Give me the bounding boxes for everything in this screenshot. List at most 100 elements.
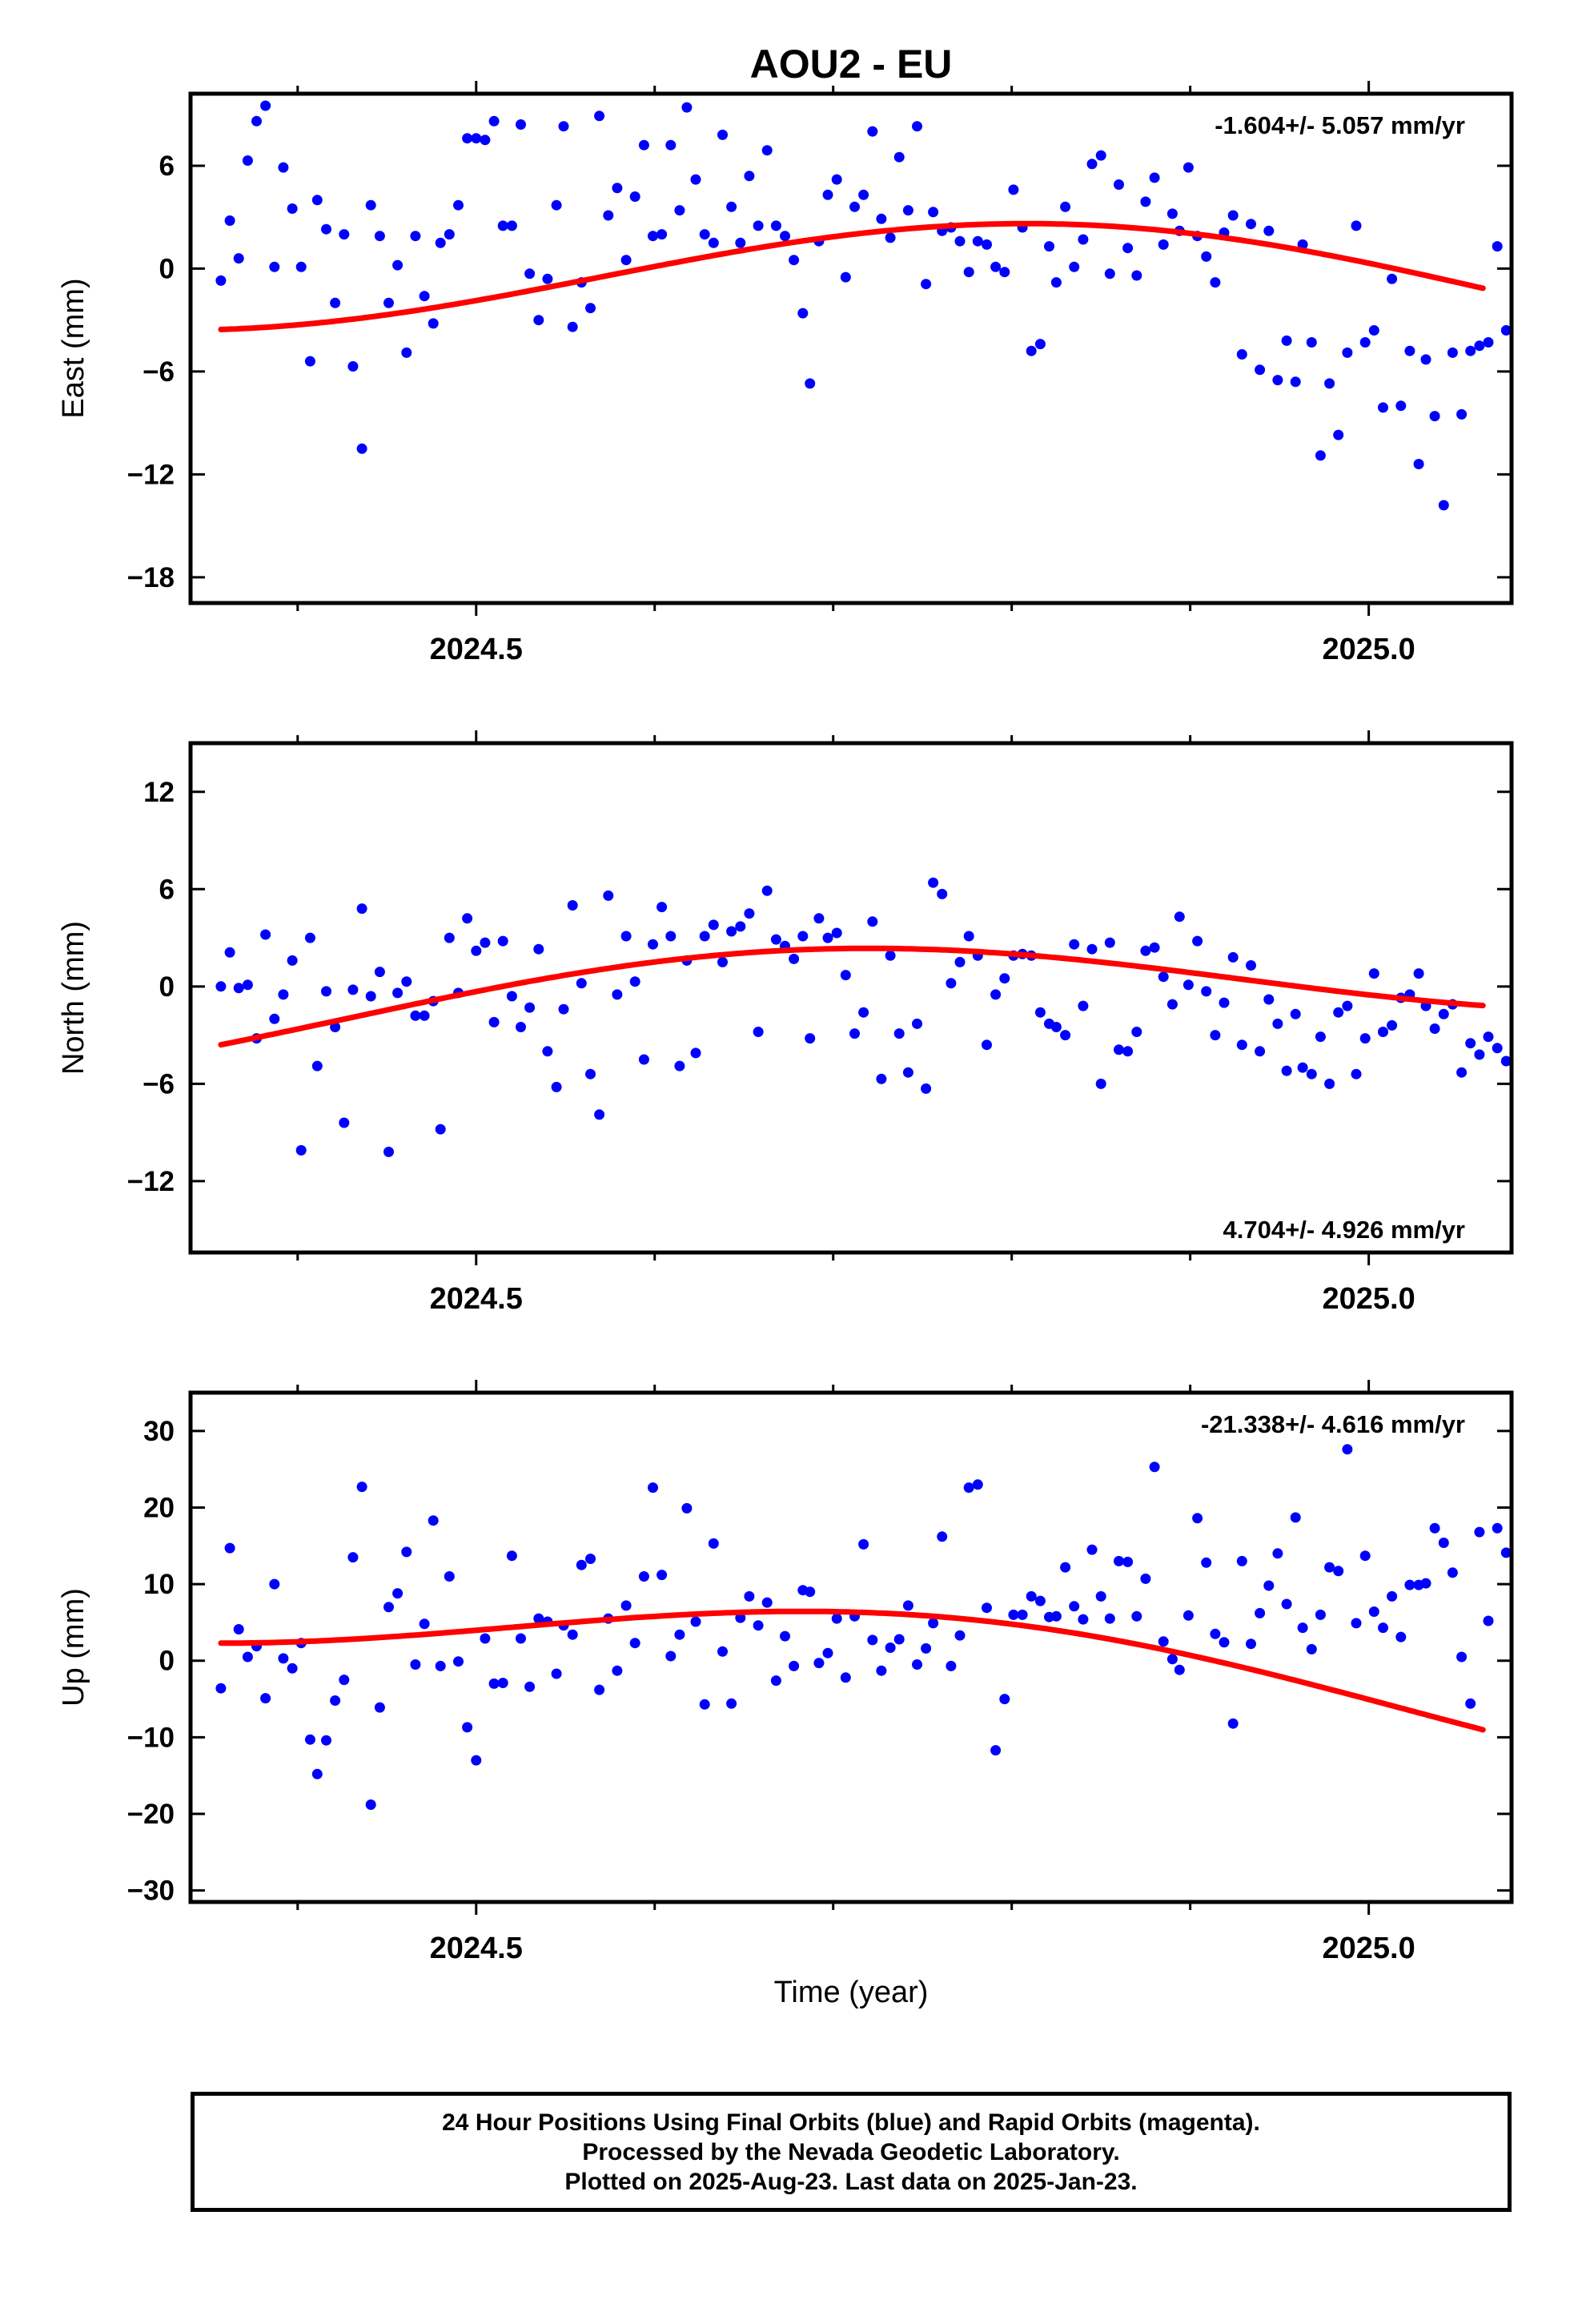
north-data-point [753,1027,764,1037]
up-data-point [1255,1607,1266,1618]
north-data-point [813,913,825,924]
north-data-point [347,984,359,995]
north-data-point [1413,968,1424,979]
north-data-point [383,1146,394,1157]
up-data-point [462,1722,473,1733]
up-data-point [726,1698,737,1709]
north-data-point [558,1003,569,1015]
up-ytick-label: 10 [143,1569,175,1600]
up-xtick-label: 2024.5 [430,1932,523,1965]
up-data-point [708,1538,719,1549]
east-ytick-label: −12 [127,459,175,490]
up-data-point [304,1734,315,1745]
up-data-point [1182,1610,1194,1621]
north-data-point [287,955,298,966]
up-data-point [744,1590,755,1602]
up-data-point [1210,1628,1221,1639]
up-ytick-label: 20 [143,1492,175,1523]
north-data-point [269,1013,280,1024]
up-data-point [761,1597,773,1608]
north-data-point [1219,997,1230,1008]
up-data-point [480,1633,491,1644]
north-data-point [462,913,473,924]
east-data-point [972,235,983,247]
north-data-point [717,956,728,967]
north-data-point [471,945,482,956]
east-data-point [699,229,710,240]
up-data-point [753,1620,764,1631]
footer-line-2: Processed by the Nevada Geodetic Laborat… [582,2138,1120,2165]
north-data-point [1429,1023,1440,1034]
north-data-point [1519,1027,1529,1037]
up-data-point [822,1647,833,1659]
north-data-point [551,1081,562,1092]
north-ytick-label: 6 [159,874,175,905]
up-data-point [567,1629,578,1640]
east-data-point [1553,284,1564,295]
up-data-point [1246,1638,1256,1650]
up-data-point [770,1675,781,1687]
up-data-point [629,1638,640,1649]
north-data-point [1562,1047,1572,1058]
east-data-point [982,239,992,250]
up-data-point [435,1660,446,1671]
east-data-point [347,361,359,372]
up-data-point [311,1768,323,1779]
east-data-point [1078,234,1089,245]
north-data-point [295,1144,307,1156]
up-data-point [321,1735,331,1746]
north-data-point [497,935,508,947]
north-data-point [365,991,376,1002]
east-data-point [1492,241,1503,252]
up-data-point [1544,1563,1554,1574]
up-data-point [428,1515,439,1526]
east-ylabel: East (mm) [57,278,90,418]
up-data-point [1174,1664,1185,1675]
up-data-point [638,1571,649,1582]
east-data-point [674,205,685,216]
east-data-point [858,189,869,200]
up-data-point [990,1745,1002,1756]
up-data-point [516,1633,526,1644]
east-data-point [585,303,596,314]
up-data-point [1149,1462,1160,1473]
up-data-point [1008,1609,1019,1620]
east-data-point [1342,347,1353,358]
north-data-point [576,978,587,989]
north-data-point [585,1068,596,1080]
north-data-point [1544,1047,1554,1058]
north-data-point [1465,1038,1476,1049]
north-ytick-label: −6 [143,1068,175,1100]
up-data-point [1447,1567,1458,1578]
north-plot-frame [188,741,1514,1255]
east-data-point [1060,201,1071,212]
east-ytick-label: 6 [159,151,175,182]
up-data-point [1368,1606,1379,1617]
north-data-point [648,939,658,950]
up-ytick-label: −10 [127,1722,175,1753]
up-data-point [594,1684,605,1695]
north-data-point [1324,1078,1335,1089]
north-ytick-label: 12 [143,777,175,808]
up-data-point [1333,1566,1344,1577]
north-data-point [567,900,578,911]
east-data-point [1465,345,1476,356]
up-data-point [287,1663,298,1674]
east-data-point [594,111,605,122]
north-data-point [1333,1007,1344,1018]
east-panel: 6 0 −6 −12 −18 2024.5 2025.0 East (mm) -1.604+/-… [57,81,1564,666]
up-data-point [1026,1590,1037,1602]
north-data-point [480,937,491,948]
east-data-point [1429,411,1440,422]
north-data-point [963,931,974,942]
east-data-point [321,223,331,235]
east-plot-frame [188,91,1514,605]
east-data-point [1387,273,1398,284]
north-data-point [946,978,957,989]
east-data-point [410,231,421,242]
east-data-point [1447,347,1458,358]
up-data-point [356,1482,367,1493]
footer-line-1: 24 Hour Positions Using Final Orbits (bl… [442,2109,1260,2136]
up-fit-curve [218,1608,1486,1733]
north-data-point [726,926,737,937]
